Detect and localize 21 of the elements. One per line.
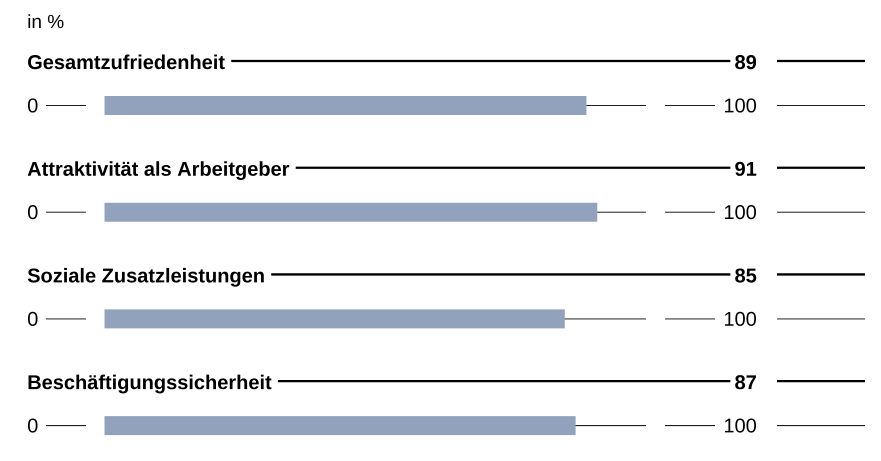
text: 0 [28, 418, 38, 433]
data-label: 89 [735, 55, 756, 70]
bar [104, 309, 565, 328]
bar [104, 202, 598, 222]
y-tick-label: Attraktivität als Arbeitgeber [28, 161, 290, 180]
text: 100 [724, 312, 756, 326]
data-label: 85 [735, 268, 756, 283]
text: 100 [724, 205, 756, 220]
text: 0 [28, 312, 38, 326]
data-label: 91 [735, 162, 756, 176]
text: 100 [724, 98, 756, 113]
x-axis-title: in % [28, 14, 64, 28]
data-label: 87 [735, 375, 756, 390]
text: 0 [28, 205, 38, 220]
bar [104, 96, 586, 116]
text: 100 [724, 418, 756, 433]
text: 0 [28, 98, 38, 113]
bar [104, 416, 576, 436]
y-tick-label: Beschäftigungssicherheit [28, 374, 272, 394]
y-tick-label: Gesamtzufriedenheit [28, 54, 225, 70]
y-tick-label: Soziale Zusatzleistungen [28, 268, 264, 287]
